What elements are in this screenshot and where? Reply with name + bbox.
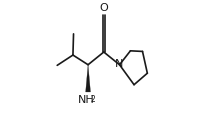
Text: O: O [99,3,108,13]
Text: 2: 2 [91,95,95,104]
Text: N: N [115,59,124,68]
Text: NH: NH [77,95,94,105]
Polygon shape [86,65,91,92]
